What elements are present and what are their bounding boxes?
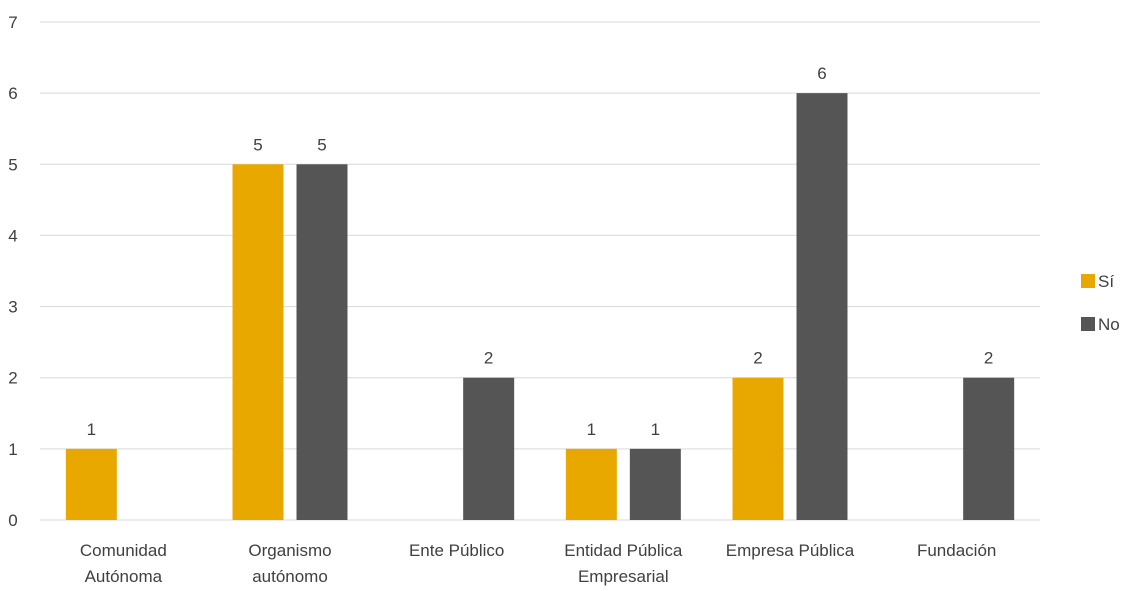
bar-si [732,377,784,520]
x-tick-label: Autónoma [85,567,163,586]
x-axis: Comunidad Autónoma Organismo autónomo Ente P… [80,541,997,586]
bar-no [963,377,1015,520]
data-label: 2 [484,349,493,368]
x-tick-label: Fundación [917,541,996,560]
data-label: 1 [87,420,96,439]
bar-si [565,448,617,520]
x-tick-label: autónomo [252,567,328,586]
data-label: 5 [253,135,262,154]
bar-no [796,93,848,521]
data-label: 1 [587,420,596,439]
y-tick-label: 7 [8,13,17,32]
y-tick-label: 5 [8,155,17,174]
x-tick-label: Empresa Pública [726,541,855,560]
y-axis: 0 1 2 3 4 5 6 7 [8,13,17,530]
data-label: 2 [753,349,762,368]
x-tick-label: Empresarial [578,567,669,586]
x-tick-label: Ente Público [409,541,504,560]
bar-no [296,164,348,521]
legend-swatch [1081,317,1095,331]
data-label: 6 [817,64,826,83]
data-labels: 1 5 5 2 1 1 2 6 2 [87,64,994,439]
gridlines [40,21,1040,521]
y-tick-label: 6 [8,84,17,103]
legend: Sí No [1081,272,1120,334]
y-tick-label: 3 [8,298,17,317]
legend-label: Sí [1098,272,1114,291]
legend-label: No [1098,315,1120,334]
x-tick-label: Comunidad [80,541,167,560]
y-tick-label: 1 [8,440,17,459]
bar-no [629,448,681,520]
data-label: 1 [651,420,660,439]
bars [65,93,1015,521]
y-tick-label: 2 [8,369,17,388]
data-label: 5 [317,135,326,154]
x-tick-label: Organismo [248,541,331,560]
y-tick-label: 0 [8,511,17,530]
legend-swatch [1081,274,1095,288]
bar-si [232,164,284,521]
bar-no [463,377,515,520]
y-tick-label: 4 [8,226,17,245]
data-label: 2 [984,349,993,368]
x-tick-label: Entidad Pública [564,541,683,560]
bar-si [65,448,117,520]
